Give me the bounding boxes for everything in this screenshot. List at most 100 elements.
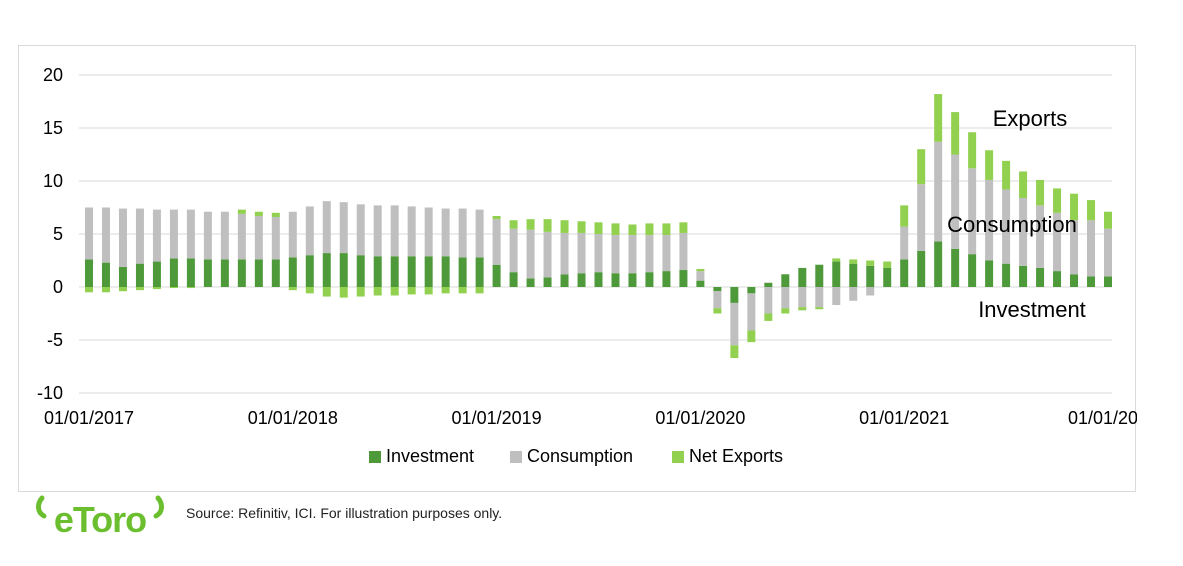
bar-net-exports	[798, 307, 807, 311]
x-tick-label: 01/01/2019	[452, 408, 542, 428]
bar-net-exports	[1104, 211, 1112, 229]
bar-investment	[220, 259, 229, 287]
bar-investment	[594, 272, 603, 287]
bar-consumption	[628, 235, 637, 274]
bar-net-exports	[849, 259, 858, 264]
bar-net-exports	[475, 287, 484, 294]
bar-investment	[305, 255, 314, 287]
bar-net-exports	[883, 261, 892, 268]
bar-net-exports	[968, 132, 977, 169]
bar-investment	[730, 287, 739, 303]
bar-investment	[849, 263, 858, 287]
bar-consumption	[152, 209, 161, 262]
bar-consumption	[1002, 189, 1011, 264]
bar-net-exports	[390, 287, 399, 296]
bar-investment	[713, 287, 722, 292]
bar-net-exports	[1036, 179, 1045, 206]
bar-consumption	[118, 208, 127, 267]
legend-investment-label: Investment	[386, 446, 474, 466]
y-tick-label: -10	[37, 383, 63, 403]
chart: 20 15 10 5 0 -5 -10 01/01/2017 01/01/2018 01/01/2…	[37, 65, 1137, 466]
bar-consumption	[560, 232, 569, 275]
bar-investment	[934, 241, 943, 287]
bar-investment	[526, 278, 535, 287]
x-tick-label: 01/01/2017	[44, 408, 134, 428]
bar-consumption	[679, 232, 688, 271]
bar-net-exports	[781, 308, 790, 314]
bar-investment	[288, 257, 297, 287]
bar-consumption	[186, 209, 195, 259]
bar-investment	[339, 253, 348, 287]
bar-net-exports	[373, 287, 382, 296]
bar-consumption	[577, 232, 586, 274]
bar-consumption	[356, 204, 365, 256]
bar-net-exports	[254, 211, 263, 216]
bar-investment	[322, 253, 331, 287]
bar-net-exports	[679, 222, 688, 233]
bar-consumption	[815, 287, 824, 308]
bar-consumption	[747, 293, 756, 331]
y-tick-label: 20	[43, 65, 63, 85]
bar-consumption	[254, 215, 263, 260]
bar-investment	[424, 256, 433, 287]
bar-investment	[1104, 276, 1112, 287]
bar-net-exports	[152, 287, 161, 290]
bar-consumption	[798, 287, 807, 308]
bar-investment	[85, 259, 93, 287]
bar-investment	[458, 257, 467, 287]
bar-net-exports	[288, 287, 297, 291]
bar-net-exports	[135, 287, 144, 291]
y-tick-label: 0	[53, 277, 63, 297]
bar-net-exports	[611, 223, 620, 236]
bar-consumption	[390, 205, 399, 257]
bar-consumption	[203, 211, 212, 260]
bar-investment	[662, 271, 671, 287]
bar-consumption	[237, 213, 246, 260]
bar-consumption	[1070, 220, 1079, 275]
chart-frame: 20 15 10 5 0 -5 -10 01/01/2017 01/01/2018 01/01/2…	[18, 45, 1137, 492]
bar-investment	[798, 267, 807, 287]
bar-investment	[781, 274, 790, 287]
bar-investment	[271, 259, 280, 287]
annotation-label: Consumption	[947, 212, 1077, 237]
bar-net-exports	[1070, 193, 1079, 221]
bar-consumption	[951, 154, 960, 249]
bar-investment	[883, 267, 892, 287]
bar-consumption	[611, 235, 620, 274]
bar-net-exports	[339, 287, 348, 298]
bar-consumption	[696, 271, 705, 281]
bar-net-exports	[441, 287, 450, 294]
bar-consumption	[475, 209, 484, 258]
bar-consumption	[1087, 220, 1096, 277]
bar-net-exports	[169, 287, 178, 289]
bar-consumption	[220, 211, 229, 260]
bar-investment	[1019, 265, 1028, 287]
bar-consumption	[968, 168, 977, 255]
bar-consumption	[543, 231, 552, 278]
bar-investment	[118, 266, 127, 287]
bar-net-exports	[237, 209, 246, 214]
bar-net-exports	[577, 221, 586, 233]
bar-net-exports	[832, 258, 841, 262]
bar-net-exports	[458, 287, 467, 294]
bar-investment	[900, 259, 909, 287]
bar-net-exports	[696, 268, 705, 272]
bar-consumption	[645, 235, 654, 273]
bar-consumption	[169, 209, 178, 259]
bar-investment	[186, 258, 195, 287]
bar-investment	[968, 254, 977, 287]
bar-consumption	[1104, 228, 1112, 277]
bar-investment	[543, 277, 552, 287]
x-tick-label: 01/01/2018	[248, 408, 338, 428]
bar-consumption	[373, 205, 382, 257]
bar-investment	[509, 272, 518, 287]
bar-net-exports	[492, 215, 501, 220]
bar-net-exports	[917, 149, 926, 185]
bar-net-exports	[101, 287, 110, 293]
bar-net-exports	[424, 287, 433, 295]
bar-net-exports	[594, 222, 603, 234]
annotation-label: Exports	[993, 106, 1068, 131]
bar-consumption	[101, 207, 110, 263]
bar-net-exports	[305, 287, 314, 294]
bar-consumption	[526, 229, 535, 279]
